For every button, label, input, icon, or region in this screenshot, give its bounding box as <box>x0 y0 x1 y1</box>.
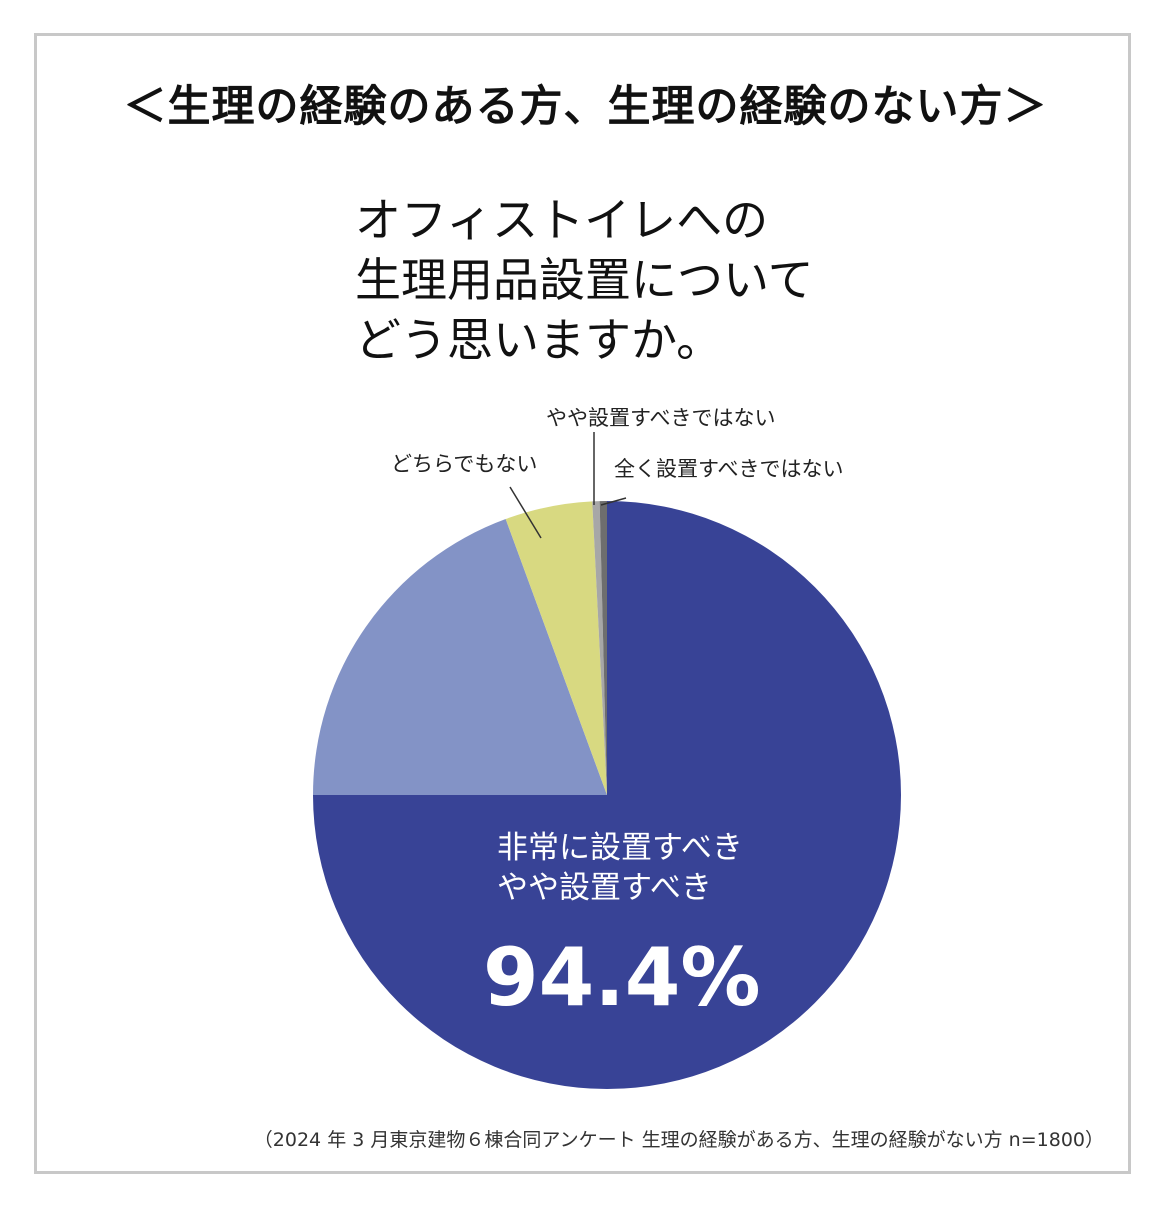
combined-percentage: 94.4% <box>483 931 761 1024</box>
question-text: オフィストイレへの 生理用品設置について どう思いますか。 <box>355 190 814 370</box>
source-note: （2024 年 3 月東京建物６棟合同アンケート 生理の経験がある方、生理の経験… <box>253 1129 1104 1151</box>
leader-line-neutral <box>509 486 542 539</box>
page-title: ＜生理の経験のある方、生理の経験のない方＞ <box>123 82 1048 132</box>
slice-label-neutral: どちらでもない <box>391 452 537 476</box>
combined-label-line-2: やや設置すべき <box>497 870 712 906</box>
question-line-3: どう思いますか。 <box>355 313 723 367</box>
leader-line-not-at-all <box>600 497 627 506</box>
question-line-2: 生理用品設置について <box>355 253 814 307</box>
slice-not-at-all <box>599 501 607 795</box>
combined-label-line-1: 非常に設置すべき <box>497 830 743 866</box>
slice-label-not-at-all: 全く設置すべきではない <box>614 457 844 481</box>
slice-label-somewhat-not: やや設置すべきではない <box>546 406 776 430</box>
slice-somewhat-not <box>592 501 607 795</box>
question-line-1: オフィストイレへの <box>355 193 769 247</box>
slice-neutral <box>505 501 607 795</box>
slice-somewhat-should <box>313 519 607 795</box>
